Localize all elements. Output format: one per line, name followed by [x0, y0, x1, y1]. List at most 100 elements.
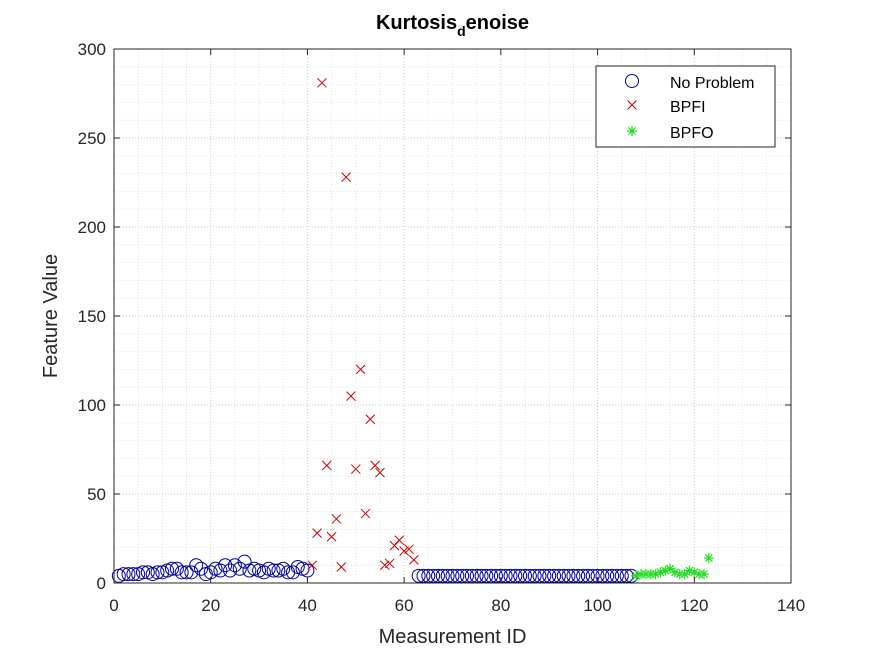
data-point-no-problem [537, 568, 552, 583]
data-point-no-problem [174, 565, 189, 580]
data-point-no-problem [411, 568, 426, 583]
x-tick-label: 60 [395, 596, 414, 615]
data-point-no-problem [498, 568, 513, 583]
data-point-no-problem [576, 568, 591, 583]
y-axis-label: Feature Value [40, 254, 62, 378]
data-point-no-problem [484, 568, 499, 583]
data-point-bpfi [350, 464, 361, 474]
data-point-no-problem [232, 561, 247, 576]
data-point-no-problem [580, 568, 595, 583]
data-point-no-problem [566, 568, 581, 583]
data-point-no-problem [116, 567, 131, 582]
data-point-no-problem [556, 568, 571, 583]
data-point-no-problem [585, 568, 600, 583]
data-point-bpfi [370, 460, 380, 471]
data-point-no-problem [430, 568, 445, 583]
axis-ticks [113, 48, 792, 584]
data-points [111, 77, 714, 583]
data-point-no-problem [469, 568, 484, 583]
data-point-bpfo [650, 569, 661, 580]
data-point-no-problem [522, 568, 537, 583]
data-point-no-problem [426, 568, 441, 583]
data-point-no-problem [489, 568, 504, 583]
data-point-no-problem [542, 568, 557, 583]
data-point-bpfi [307, 560, 318, 571]
y-tick-label: 300 [78, 40, 106, 59]
data-point-bpfi [326, 531, 337, 542]
chart-title-subscript: d [457, 23, 466, 39]
data-point-no-problem [256, 565, 271, 580]
data-point-bpfo [684, 565, 695, 576]
legend-label-bpfi: BPFI [670, 99, 706, 116]
x-tick-label: 80 [491, 596, 510, 615]
data-point-bpfo [669, 567, 680, 578]
y-tick-label: 0 [97, 574, 106, 593]
data-point-bpfi [375, 467, 385, 478]
legend-label-no-problem: No Problem [670, 75, 754, 92]
data-point-bpfi [331, 514, 342, 524]
data-point-bpfi [360, 508, 371, 519]
data-point-no-problem [595, 568, 610, 583]
data-point-bpfo [698, 569, 709, 580]
y-tick-label: 50 [87, 485, 106, 504]
x-axis-label: Measurement ID [379, 626, 527, 648]
data-point-no-problem [455, 568, 470, 583]
data-point-no-problem [189, 558, 204, 573]
data-point-no-problem [513, 568, 528, 583]
data-point-no-problem [223, 563, 238, 578]
series-bpfi [307, 77, 419, 572]
data-point-bpfi [365, 414, 376, 425]
data-point-no-problem [435, 568, 450, 583]
data-point-no-problem [609, 568, 624, 583]
data-point-bpfo [679, 569, 690, 580]
data-point-bpfi [394, 535, 405, 546]
data-point-no-problem [126, 567, 141, 582]
data-point-no-problem [266, 563, 281, 578]
data-point-no-problem [213, 563, 228, 578]
minor-gridlines [114, 49, 791, 583]
data-point-no-problem [179, 565, 194, 580]
legend-label-bpfo: BPFO [670, 125, 714, 142]
data-point-bpfo [689, 567, 700, 578]
data-point-bpfi [404, 544, 414, 555]
y-tick-label: 150 [78, 307, 106, 326]
data-point-no-problem [600, 568, 615, 583]
data-point-no-problem [518, 568, 533, 583]
legend-marker-no-problem [625, 74, 639, 88]
data-point-bpfi [408, 555, 419, 565]
chart-title: Kurtosisdenoise [376, 12, 529, 39]
data-point-no-problem [165, 561, 180, 576]
data-point-no-problem [551, 568, 566, 583]
data-point-no-problem [547, 568, 562, 583]
x-tick-label: 100 [583, 596, 611, 615]
data-point-no-problem [450, 568, 465, 583]
data-point-no-problem [464, 568, 479, 583]
x-tick-labels: 0 20 40 60 80 100 120 140 [109, 596, 805, 615]
data-point-bpfi [317, 77, 327, 88]
data-point-no-problem [218, 558, 233, 573]
data-point-no-problem [136, 565, 151, 580]
data-point-no-problem [508, 568, 523, 583]
data-point-bpfi [341, 172, 351, 183]
data-point-no-problem [227, 558, 242, 573]
legend-marker-bpfo [627, 126, 637, 136]
chart-title-main: Kurtosis [376, 12, 457, 34]
legend-markers [625, 74, 639, 136]
data-point-no-problem [237, 554, 252, 569]
data-point-bpfi [384, 558, 395, 569]
data-point-no-problem [479, 568, 494, 583]
data-point-no-problem [503, 568, 518, 583]
data-point-no-problem [605, 568, 620, 583]
data-point-bpfo [665, 563, 676, 574]
data-point-no-problem [614, 568, 629, 583]
data-point-no-problem [421, 568, 436, 583]
data-point-no-problem [532, 568, 547, 583]
legend-marker-bpfi [627, 100, 637, 110]
data-point-bpfi [355, 364, 366, 375]
data-point-bpfi [312, 528, 322, 539]
y-tick-label: 250 [78, 129, 106, 148]
chart-title-rest: enoise [466, 12, 529, 34]
data-point-no-problem [150, 565, 165, 580]
y-tick-label: 200 [78, 218, 106, 237]
